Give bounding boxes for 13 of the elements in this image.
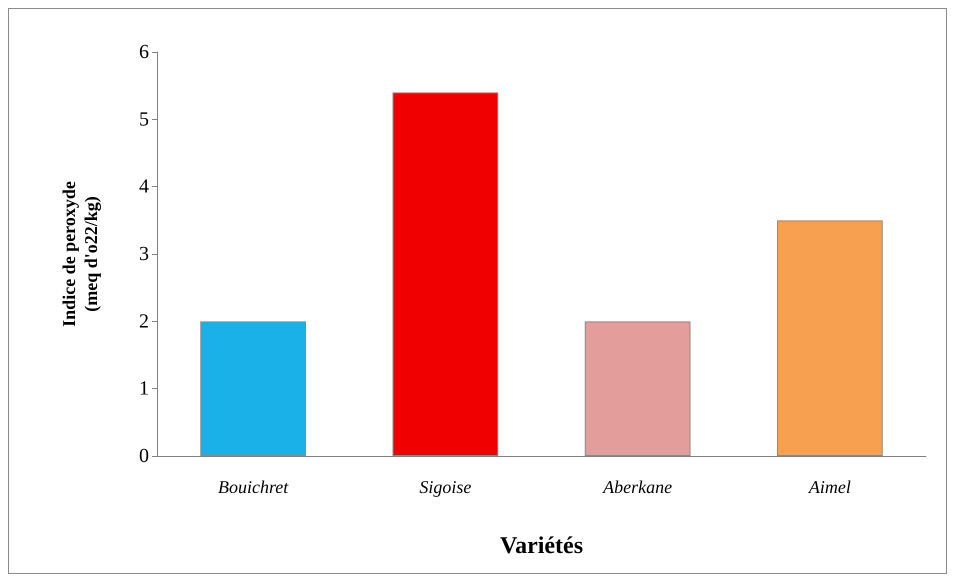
y-tick-label: 3 [139,243,149,265]
y-tick-label: 4 [139,176,149,198]
x-axis-title: Variétés [500,533,584,559]
x-tick-label: Aimel [808,477,851,497]
y-tick-label: 5 [139,108,149,130]
y-axis-title: Indice de peroxyde (meq d'o22/kg) [59,181,101,327]
y-tick-label: 1 [139,378,149,400]
x-tick-label: Bouichret [218,477,290,497]
x-tick-label: Sigoise [419,477,472,497]
x-tick-label: Aberkane [602,477,672,497]
y-tick-label: 6 [139,41,149,63]
y-tick-label: 0 [139,445,149,467]
y-tick-label: 2 [139,310,149,332]
